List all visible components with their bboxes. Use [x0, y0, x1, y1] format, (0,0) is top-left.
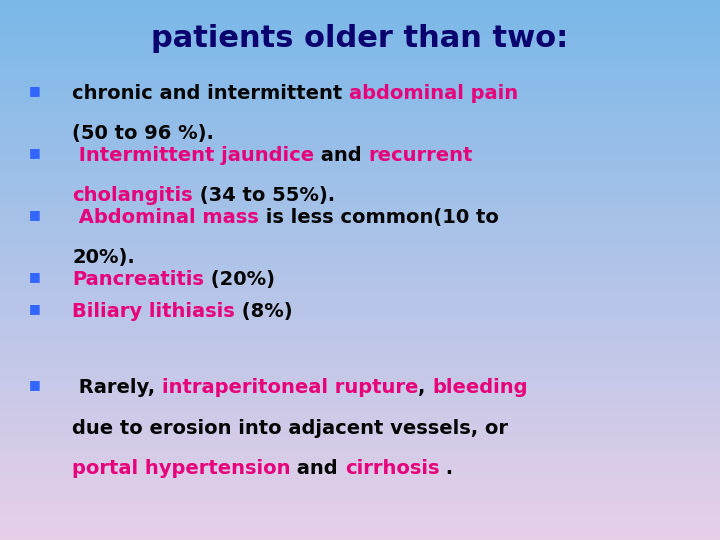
Text: (20%): (20%)	[204, 270, 275, 289]
Text: ■: ■	[29, 146, 40, 159]
Text: bleeding: bleeding	[433, 378, 528, 397]
Text: ■: ■	[29, 84, 40, 97]
Text: portal hypertension: portal hypertension	[72, 459, 290, 478]
Text: .: .	[439, 459, 454, 478]
Text: is less common(10 to: is less common(10 to	[258, 208, 499, 227]
Text: due to erosion into adjacent vessels, or: due to erosion into adjacent vessels, or	[72, 418, 508, 437]
Text: chronic and intermittent: chronic and intermittent	[72, 84, 349, 103]
Text: ,: ,	[418, 378, 433, 397]
Text: and: and	[290, 459, 345, 478]
Text: Pancreatitis: Pancreatitis	[72, 270, 204, 289]
Text: recurrent: recurrent	[369, 146, 473, 165]
Text: 20%).: 20%).	[72, 248, 135, 267]
Text: Biliary lithiasis: Biliary lithiasis	[72, 302, 235, 321]
Text: Abdominal mass: Abdominal mass	[72, 208, 258, 227]
Text: intraperitoneal rupture: intraperitoneal rupture	[162, 378, 418, 397]
Text: Intermittent jaundice: Intermittent jaundice	[72, 146, 314, 165]
Text: abdominal pain: abdominal pain	[349, 84, 518, 103]
Text: Rarely,: Rarely,	[72, 378, 162, 397]
Text: (34 to 55%).: (34 to 55%).	[193, 186, 335, 205]
Text: (50 to 96 %).: (50 to 96 %).	[72, 124, 214, 143]
Text: ■: ■	[29, 302, 40, 315]
Text: and: and	[314, 146, 369, 165]
Text: ■: ■	[29, 270, 40, 283]
Text: (8%): (8%)	[235, 302, 292, 321]
Text: patients older than two:: patients older than two:	[151, 24, 569, 53]
Text: cholangitis: cholangitis	[72, 186, 193, 205]
Text: ■: ■	[29, 378, 40, 391]
Text: cirrhosis: cirrhosis	[345, 459, 439, 478]
Text: ■: ■	[29, 208, 40, 221]
